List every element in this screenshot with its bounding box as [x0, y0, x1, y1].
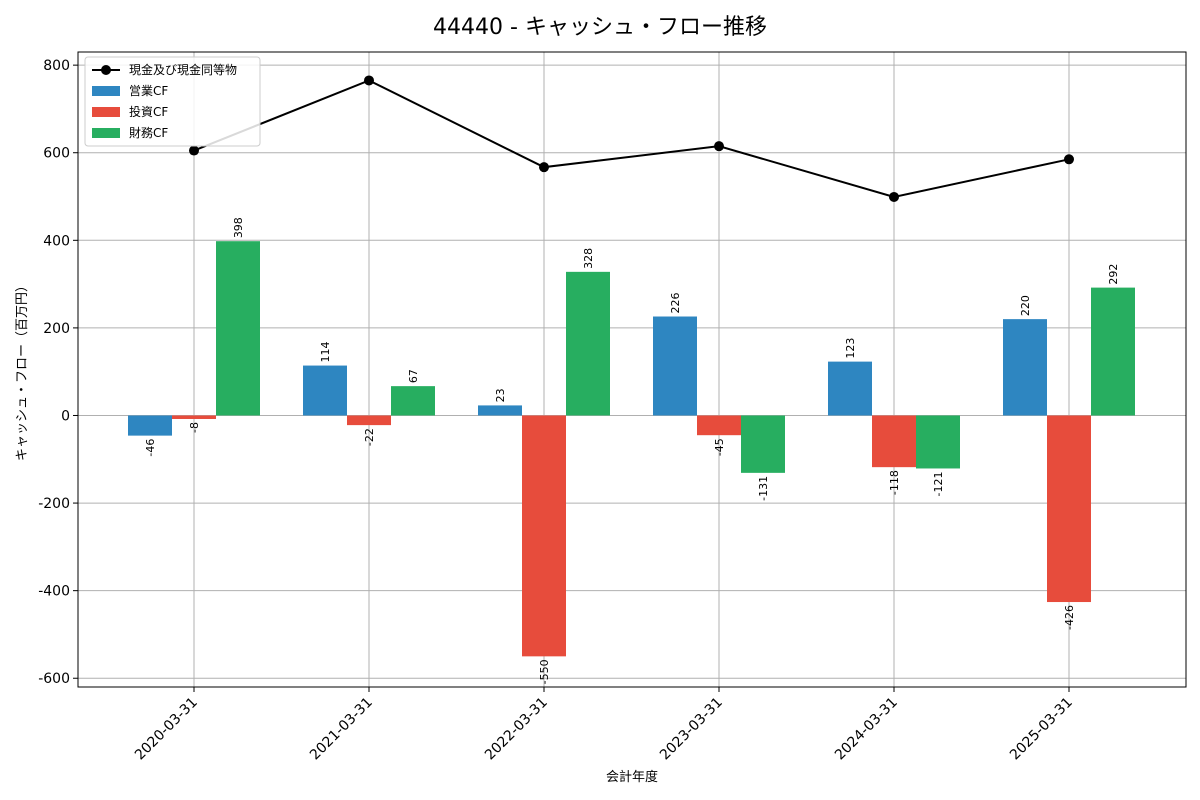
- bar-2-6: [1047, 415, 1091, 603]
- cash-point-1: [189, 145, 199, 156]
- bar-1-3: [478, 405, 522, 416]
- data-label: -46: [144, 439, 157, 457]
- chart-title: 44440 - キャッシュ・フロー推移: [433, 15, 767, 40]
- x-axis-label: 会計年度: [606, 769, 658, 785]
- y-tick-label: -200: [38, 496, 70, 512]
- cash-point-2: [364, 75, 374, 86]
- bar-2-3: [522, 415, 566, 657]
- bar-3-4: [741, 415, 785, 473]
- y-tick-label: 800: [43, 58, 70, 74]
- y-tick-label: 400: [43, 233, 70, 249]
- legend-label: 現金及び現金同等物: [129, 62, 237, 77]
- legend-label: 財務CF: [129, 125, 168, 140]
- legend-swatch: [92, 128, 120, 138]
- bar-1-2: [303, 365, 347, 416]
- cash-point-5: [889, 191, 899, 202]
- data-label: 398: [232, 217, 245, 238]
- bar-3-1: [216, 241, 260, 416]
- legend-line-marker: [101, 65, 111, 75]
- data-label: 328: [582, 248, 595, 269]
- y-tick-label: 0: [61, 408, 70, 424]
- y-tick-label: -400: [38, 584, 70, 600]
- y-axis-label: キャッシュ・フロー（百万円）: [15, 279, 30, 461]
- bar-1-4: [653, 316, 697, 416]
- data-label: 292: [1107, 264, 1120, 285]
- cash-point-4: [714, 141, 724, 152]
- data-label: 220: [1019, 295, 1032, 316]
- bar-3-5: [916, 415, 960, 469]
- y-tick-label: -600: [38, 671, 70, 687]
- legend-box: [84, 56, 261, 147]
- legend-label: 営業CF: [129, 84, 168, 98]
- x-tick-label: 2020-03-31: [132, 695, 201, 764]
- data-label: 226: [669, 293, 682, 314]
- data-label: -550: [538, 659, 551, 684]
- data-label: -121: [932, 471, 945, 496]
- cash-line: [193, 79, 1070, 198]
- bar-2-4: [697, 415, 741, 436]
- bar-1-5: [828, 361, 872, 416]
- legend-swatch: [92, 86, 120, 96]
- bar-3-6: [1091, 287, 1135, 416]
- bar-2-5: [872, 415, 916, 468]
- bar-3-3: [566, 271, 610, 416]
- bar-3-2: [391, 386, 435, 416]
- bars-layer: [128, 241, 1135, 657]
- x-tick-label: 2022-03-31: [482, 695, 551, 764]
- legend-label: 投資CF: [129, 104, 168, 119]
- legend-swatch: [92, 107, 120, 117]
- data-label: 67: [407, 369, 420, 383]
- x-ticks-layer: 2020-03-31 2021-03-31 2022-03-31 2023-03-31…: [132, 687, 1076, 763]
- data-label: 114: [319, 342, 332, 363]
- cash-point-3: [539, 162, 549, 173]
- bar-1-6: [1003, 319, 1047, 416]
- data-label: -131: [757, 476, 770, 501]
- y-ticks-layer: -600 -400 -200 0 200 400 600 800: [38, 58, 78, 687]
- cash-point-6: [1064, 154, 1074, 165]
- data-label: -426: [1063, 605, 1076, 630]
- data-label: -118: [888, 470, 901, 495]
- x-tick-label: 2025-03-31: [1007, 695, 1076, 764]
- data-label: -45: [713, 438, 726, 456]
- y-tick-label: 600: [43, 146, 70, 162]
- x-tick-label: 2021-03-31: [307, 695, 376, 764]
- x-tick-label: 2024-03-31: [832, 695, 901, 764]
- data-labels-layer: -46 114 23 226 123 220 -8 -22 -550 -45 -118 -426 398…: [144, 217, 1120, 684]
- bar-2-2: [347, 415, 391, 426]
- bar-2-1: [172, 415, 216, 419]
- x-tick-label: 2023-03-31: [657, 695, 726, 764]
- data-label: -8: [188, 422, 201, 433]
- line-layer: [189, 75, 1074, 202]
- plot-frame: [77, 51, 1187, 688]
- data-label: -22: [363, 428, 376, 446]
- bar-1-1: [128, 415, 172, 436]
- y-tick-label: 200: [43, 321, 70, 337]
- data-label: 23: [494, 388, 507, 402]
- data-label: 123: [844, 338, 857, 359]
